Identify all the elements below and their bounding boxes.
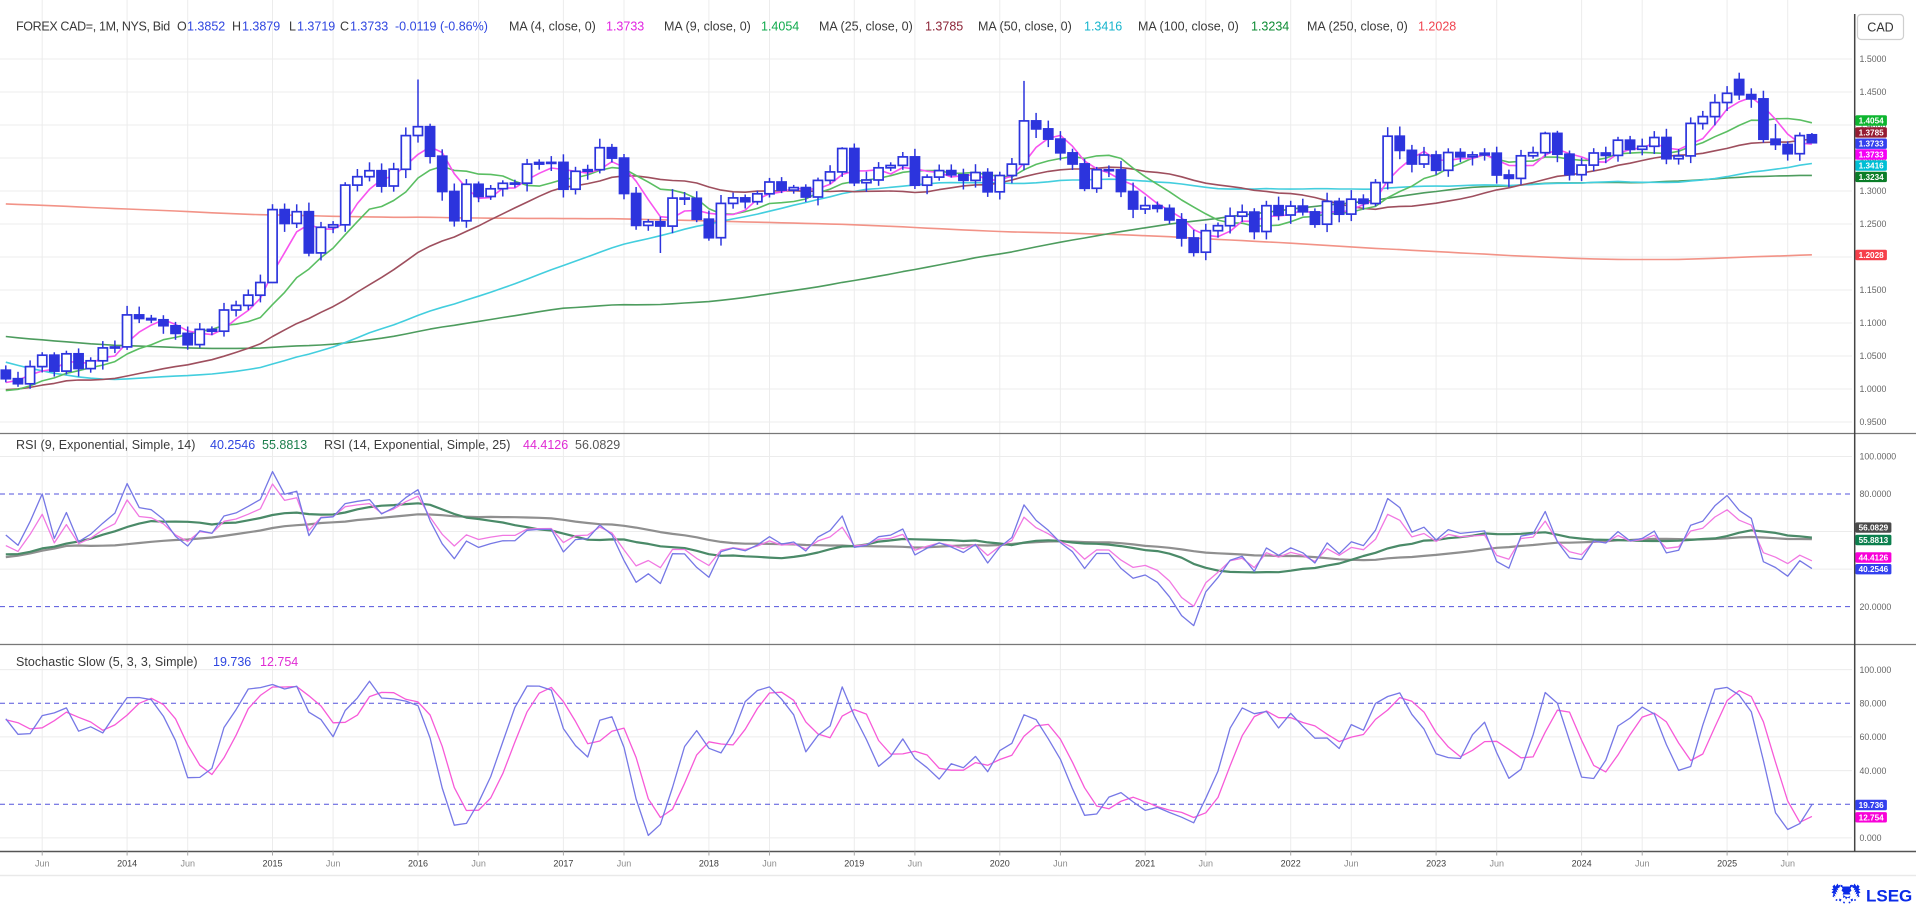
svg-text:1.4054: 1.4054 bbox=[1859, 117, 1884, 126]
svg-text:1.1000: 1.1000 bbox=[1860, 318, 1887, 328]
svg-text:MA (100, close, 0): MA (100, close, 0) bbox=[1138, 20, 1239, 34]
svg-text:1.2028: 1.2028 bbox=[1418, 20, 1456, 34]
svg-text:2022: 2022 bbox=[1281, 859, 1301, 869]
svg-text:2019: 2019 bbox=[844, 859, 864, 869]
svg-text:1.3785: 1.3785 bbox=[1859, 128, 1884, 137]
svg-text:56.0829: 56.0829 bbox=[1859, 524, 1889, 533]
svg-text:Jun: Jun bbox=[1344, 859, 1359, 869]
svg-text:80.0000: 80.0000 bbox=[1860, 489, 1892, 499]
svg-text:1.3879: 1.3879 bbox=[242, 20, 280, 34]
svg-text:1.3733: 1.3733 bbox=[1859, 151, 1884, 160]
svg-text:1.3733: 1.3733 bbox=[606, 20, 644, 34]
svg-text:C: C bbox=[340, 20, 349, 34]
svg-text:1.4054: 1.4054 bbox=[761, 20, 799, 34]
svg-text:1.3733: 1.3733 bbox=[350, 20, 388, 34]
svg-text:2015: 2015 bbox=[262, 859, 282, 869]
svg-text:Jun: Jun bbox=[326, 859, 341, 869]
svg-text:56.0829: 56.0829 bbox=[575, 438, 620, 452]
svg-text:1.3719: 1.3719 bbox=[297, 20, 335, 34]
svg-text:40.2546: 40.2546 bbox=[1859, 565, 1889, 574]
svg-text:Jun: Jun bbox=[471, 859, 486, 869]
svg-text:1.0000: 1.0000 bbox=[1860, 384, 1887, 394]
svg-text:20.0000: 20.0000 bbox=[1860, 602, 1892, 612]
svg-text:1.1500: 1.1500 bbox=[1860, 285, 1887, 295]
svg-text:1.3785: 1.3785 bbox=[925, 20, 963, 34]
svg-text:40.2546: 40.2546 bbox=[210, 438, 255, 452]
svg-text:RSI (9, Exponential, Simple, 1: RSI (9, Exponential, Simple, 14) bbox=[16, 438, 195, 452]
svg-text:1.2500: 1.2500 bbox=[1860, 219, 1887, 229]
svg-text:H: H bbox=[232, 20, 241, 34]
svg-text:2018: 2018 bbox=[699, 859, 719, 869]
svg-text:Jun: Jun bbox=[617, 859, 632, 869]
svg-text:1.0500: 1.0500 bbox=[1860, 351, 1887, 361]
svg-text:12.754: 12.754 bbox=[1859, 813, 1884, 822]
svg-text:2016: 2016 bbox=[408, 859, 428, 869]
svg-text:1.3234: 1.3234 bbox=[1859, 173, 1884, 182]
svg-text:CAD: CAD bbox=[1867, 21, 1893, 35]
svg-text:55.8813: 55.8813 bbox=[1859, 536, 1889, 545]
svg-text:Jun: Jun bbox=[1053, 859, 1068, 869]
svg-text:1.3000: 1.3000 bbox=[1860, 186, 1887, 196]
svg-text:44.4126: 44.4126 bbox=[523, 438, 568, 452]
svg-text:0.9500: 0.9500 bbox=[1860, 417, 1887, 427]
svg-text:44.4126: 44.4126 bbox=[1859, 554, 1889, 563]
svg-text:2021: 2021 bbox=[1135, 859, 1155, 869]
svg-text:Jun: Jun bbox=[35, 859, 50, 869]
svg-text:FOREX CAD=, 1M, NYS, Bid: FOREX CAD=, 1M, NYS, Bid bbox=[16, 20, 170, 34]
svg-text:40.000: 40.000 bbox=[1860, 766, 1887, 776]
svg-text:O: O bbox=[177, 20, 187, 34]
svg-text:2017: 2017 bbox=[553, 859, 573, 869]
svg-text:MA (9, close, 0): MA (9, close, 0) bbox=[664, 20, 751, 34]
svg-text:Jun: Jun bbox=[1199, 859, 1214, 869]
svg-text:12.754: 12.754 bbox=[260, 655, 298, 669]
svg-text:19.736: 19.736 bbox=[213, 655, 251, 669]
svg-text:1.4500: 1.4500 bbox=[1860, 87, 1887, 97]
svg-text:Jun: Jun bbox=[1635, 859, 1650, 869]
svg-text:1.3852: 1.3852 bbox=[187, 20, 225, 34]
svg-text:Jun: Jun bbox=[1780, 859, 1795, 869]
svg-text:2014: 2014 bbox=[117, 859, 137, 869]
svg-text:2023: 2023 bbox=[1426, 859, 1446, 869]
svg-text:MA (250, close, 0): MA (250, close, 0) bbox=[1307, 20, 1408, 34]
svg-text:-0.0119 (-0.86%): -0.0119 (-0.86%) bbox=[395, 20, 488, 34]
svg-text:0.000: 0.000 bbox=[1860, 833, 1882, 843]
svg-text:100.0000: 100.0000 bbox=[1860, 452, 1897, 462]
svg-text:MA (25, close, 0): MA (25, close, 0) bbox=[819, 20, 913, 34]
svg-text:2024: 2024 bbox=[1572, 859, 1592, 869]
svg-text:Jun: Jun bbox=[908, 859, 923, 869]
svg-text:L: L bbox=[289, 20, 296, 34]
svg-text:MA (4, close, 0): MA (4, close, 0) bbox=[509, 20, 596, 34]
svg-text:2020: 2020 bbox=[990, 859, 1010, 869]
svg-text:100.000: 100.000 bbox=[1860, 665, 1892, 675]
svg-text:80.000: 80.000 bbox=[1860, 699, 1887, 709]
svg-text:1.3416: 1.3416 bbox=[1084, 20, 1122, 34]
svg-text:2025: 2025 bbox=[1717, 859, 1737, 869]
svg-text:1.5000: 1.5000 bbox=[1860, 54, 1887, 64]
svg-text:1.3234: 1.3234 bbox=[1251, 20, 1289, 34]
svg-text:55.8813: 55.8813 bbox=[262, 438, 307, 452]
svg-text:MA (50, close, 0): MA (50, close, 0) bbox=[978, 20, 1072, 34]
svg-text:1.3416: 1.3416 bbox=[1859, 162, 1884, 171]
svg-text:Stochastic Slow (5, 3, 3, Simp: Stochastic Slow (5, 3, 3, Simple) bbox=[16, 655, 198, 669]
svg-text:Jun: Jun bbox=[180, 859, 195, 869]
svg-text:1.3733: 1.3733 bbox=[1859, 140, 1884, 149]
svg-text:LSEG: LSEG bbox=[1866, 887, 1912, 905]
svg-text:1.2028: 1.2028 bbox=[1859, 251, 1884, 260]
svg-text:19.736: 19.736 bbox=[1859, 801, 1884, 810]
svg-text:60.000: 60.000 bbox=[1860, 732, 1887, 742]
svg-text:RSI (14, Exponential, Simple,: RSI (14, Exponential, Simple, 25) bbox=[324, 438, 510, 452]
svg-text:Jun: Jun bbox=[1489, 859, 1504, 869]
svg-text:Jun: Jun bbox=[762, 859, 777, 869]
